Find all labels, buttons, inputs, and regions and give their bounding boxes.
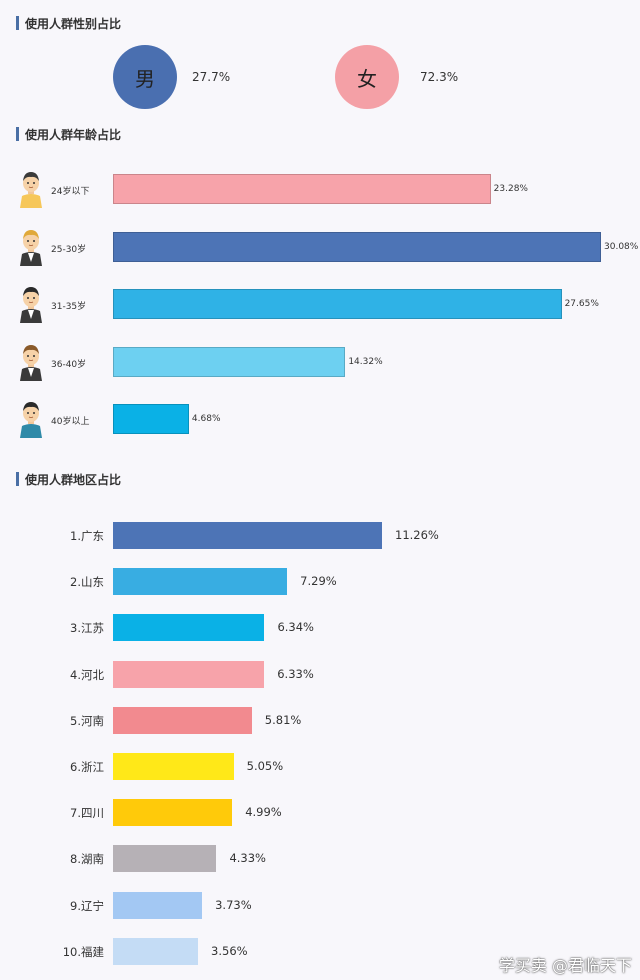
region-category-label: 2.山东: [70, 575, 104, 590]
age-value-label: 27.65%: [564, 299, 599, 309]
male-label: 男: [135, 66, 155, 91]
blond-man-avatar-icon: [18, 226, 44, 266]
age-bar: [113, 404, 189, 434]
age-bar: [113, 346, 346, 377]
region-value-label: 3.73%: [215, 897, 252, 912]
age-value-label: 30.08%: [604, 241, 639, 252]
region-bar: [113, 937, 199, 965]
female-label: 女: [357, 66, 377, 91]
region-value-label: 5.81%: [264, 712, 302, 727]
region-value-label: 11.26%: [395, 528, 439, 542]
region-category-label: 8.湖南: [70, 852, 104, 867]
region-category-label: 6.浙江: [70, 760, 104, 774]
male-circle: 男: [113, 45, 177, 109]
region-value-label: 5.05%: [246, 759, 284, 773]
region-bar: [113, 753, 234, 780]
watermark: 学买卖 @君临天下: [498, 956, 632, 975]
region-bar: [113, 891, 203, 919]
title-marker: [16, 16, 19, 30]
region-bar: [113, 660, 265, 688]
region-title-text: 使用人群地区占比: [25, 472, 122, 487]
region-value-label: 4.33%: [229, 851, 266, 866]
age-value-label: 4.68%: [191, 414, 221, 424]
region-value-label: 3.56%: [211, 943, 248, 958]
gender-title-text: 使用人群性别占比: [25, 16, 122, 31]
region-category-label: 3.江苏: [70, 621, 104, 636]
region-value-label: 6.33%: [277, 666, 314, 681]
gender-section-title: 使用人群性别占比: [16, 15, 121, 31]
region-category-label: 9.辽宁: [70, 898, 104, 913]
age-bar: [113, 231, 601, 262]
region-category-label: 4.河北: [70, 667, 104, 682]
region-value-label: 6.34%: [277, 620, 314, 635]
age-value-label: 23.28%: [493, 184, 528, 194]
age-title-text: 使用人群年龄占比: [25, 127, 122, 142]
age-section-title: 使用人群年龄占比: [16, 126, 121, 142]
age-category-label: 31-35岁: [51, 302, 87, 312]
older-man-avatar-icon: [18, 398, 44, 438]
region-bar: [113, 706, 252, 734]
region-value-label: 7.29%: [300, 574, 337, 589]
mustache-man-avatar-icon: [18, 341, 44, 381]
region-value-label: 4.99%: [245, 805, 282, 820]
age-category-label: 25-30岁: [51, 244, 87, 255]
female-pct: 72.3%: [420, 70, 459, 84]
region-bar: [113, 614, 265, 642]
age-category-label: 36-40岁: [51, 359, 87, 370]
young-man-avatar-icon: [18, 168, 44, 208]
age-category-label: 40岁以上: [51, 417, 90, 427]
region-section-title: 使用人群地区占比: [16, 471, 121, 487]
region-bar: [113, 799, 233, 827]
region-category-label: 5.河南: [70, 713, 104, 728]
age-category-label: 24岁以下: [51, 187, 90, 197]
age-bar: [113, 289, 562, 319]
region-category-label: 7.四川: [70, 806, 104, 821]
title-marker: [16, 127, 19, 141]
male-pct: 27.7%: [192, 70, 231, 84]
female-circle: 女: [335, 45, 399, 109]
age-value-label: 14.32%: [348, 356, 383, 367]
age-bar: [113, 174, 491, 204]
region-bar: [113, 845, 217, 873]
suited-man-avatar-icon: [18, 283, 44, 323]
region-category-label: 1.广东: [70, 529, 104, 543]
region-category-label: 10.福建: [62, 944, 104, 959]
region-bar: [113, 522, 382, 549]
region-bar: [113, 568, 288, 596]
title-marker: [16, 472, 19, 486]
